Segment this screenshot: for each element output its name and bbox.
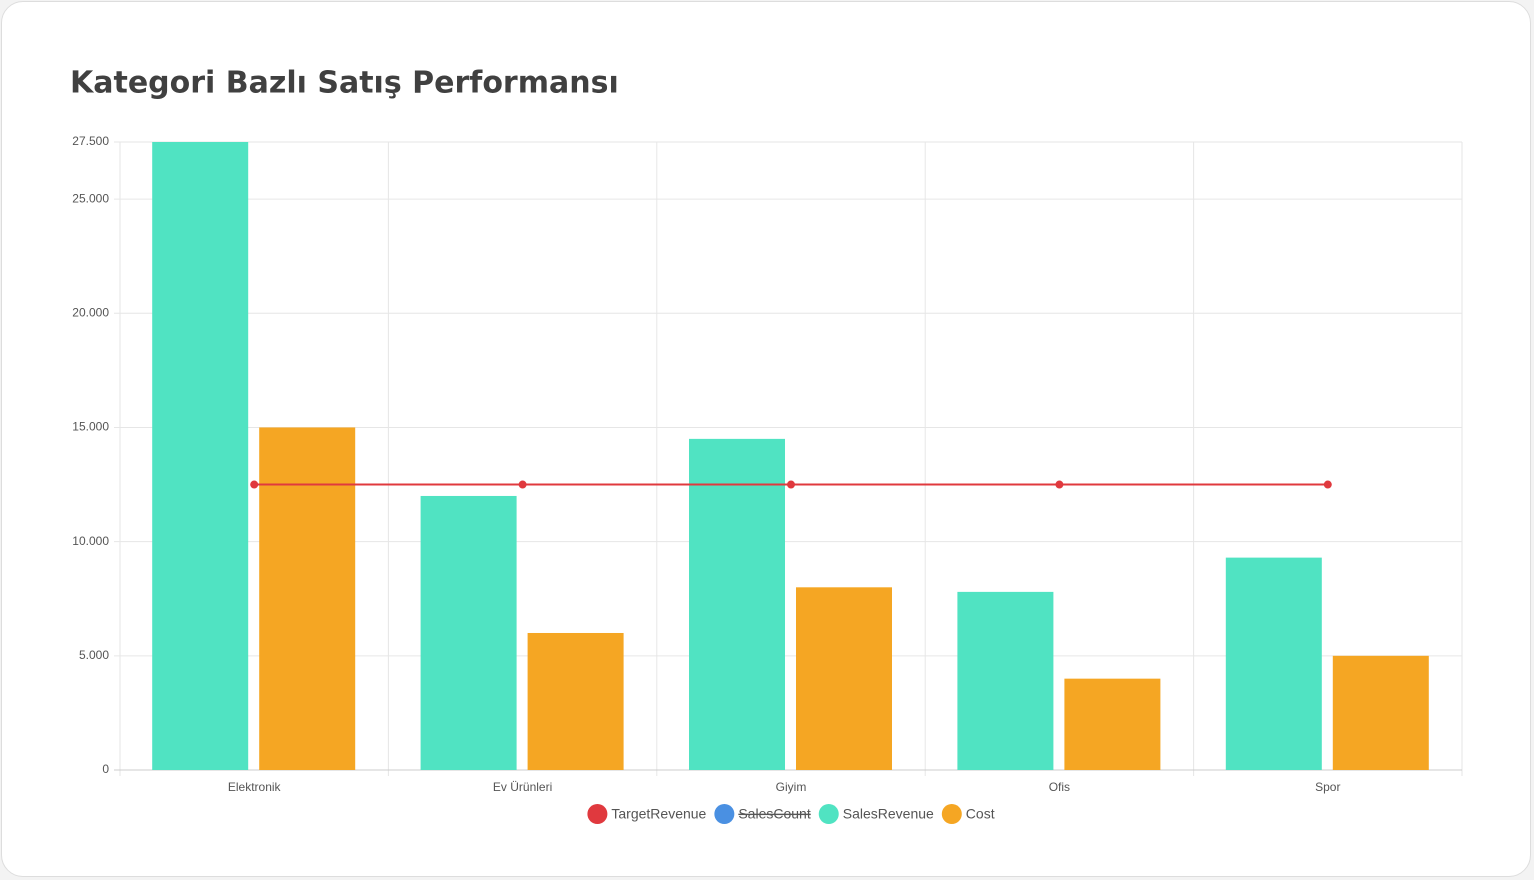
- y-tick-label: 15.000: [72, 420, 109, 434]
- chart-title: Kategori Bazlı Satış Performansı: [70, 66, 619, 101]
- bar: [689, 438, 785, 770]
- y-tick-label: 25.000: [72, 191, 109, 205]
- legend-swatch[interactable]: [818, 804, 839, 824]
- y-tick-label: 5.000: [79, 648, 109, 662]
- y-tick-label: 27.500: [72, 134, 109, 148]
- legend-swatch[interactable]: [587, 804, 608, 824]
- bar: [420, 495, 517, 770]
- legend-label[interactable]: TargetRevenue: [611, 806, 706, 822]
- x-tick-label: Ofis: [1049, 780, 1070, 794]
- x-tick-label: Elektronik: [228, 780, 282, 794]
- bar: [796, 587, 892, 770]
- legend-label[interactable]: SalesCount: [738, 806, 810, 822]
- point: [1055, 480, 1064, 489]
- bar: [259, 427, 356, 770]
- point: [518, 480, 527, 489]
- legend-swatch[interactable]: [714, 804, 735, 824]
- x-tick-label: Ev Ürünleri: [493, 780, 552, 794]
- bar: [957, 591, 1054, 770]
- bar: [1332, 655, 1429, 770]
- bar: [152, 142, 249, 770]
- bar: [527, 632, 624, 770]
- x-tick-label: Spor: [1315, 780, 1340, 794]
- y-tick-label: 10.000: [72, 534, 109, 548]
- bar: [1225, 557, 1322, 770]
- legend-label[interactable]: SalesRevenue: [843, 806, 934, 822]
- legend-swatch[interactable]: [941, 804, 962, 824]
- point: [787, 480, 795, 489]
- y-tick-label: 0: [102, 762, 109, 776]
- point: [250, 480, 259, 489]
- bar: [1064, 678, 1161, 770]
- x-tick-label: Giyim: [776, 780, 807, 794]
- y-tick-label: 20.000: [72, 305, 109, 319]
- legend-label[interactable]: Cost: [966, 806, 995, 822]
- point: [1323, 480, 1332, 489]
